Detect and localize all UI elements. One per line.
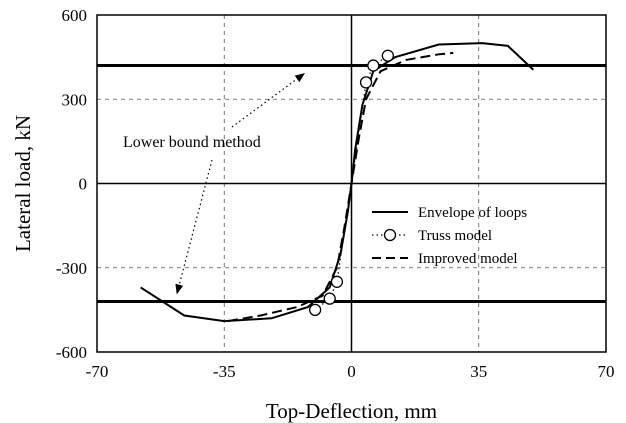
- annotation: Lower bound method: [123, 72, 306, 295]
- legend: Envelope of loops Truss model Improved mod…: [372, 205, 527, 267]
- legend-label: Improved model: [418, 251, 518, 267]
- y-tick-label: 0: [79, 175, 88, 194]
- y-tick-label: -300: [56, 259, 87, 278]
- truss-point: [359, 76, 373, 89]
- truss-point: [367, 59, 380, 72]
- annotation-text: Lower bound method: [123, 134, 261, 151]
- y-axis-title: Lateral load, kN: [11, 115, 35, 252]
- legend-marker: [383, 228, 397, 242]
- truss-point: [323, 292, 336, 305]
- legend-label: Envelope of loops: [418, 205, 527, 221]
- x-tick-label: -70: [86, 362, 109, 381]
- annotation-arrow: [175, 159, 213, 295]
- truss-point: [308, 303, 322, 317]
- x-tick-label: 35: [470, 362, 487, 381]
- truss-point: [381, 49, 395, 62]
- y-tick-label: 300: [62, 90, 88, 109]
- truss-point: [330, 275, 344, 288]
- reference-lines: [97, 64, 606, 303]
- x-tick-label: 70: [598, 362, 615, 381]
- x-tick-label: -35: [213, 362, 236, 381]
- series-group: [140, 42, 534, 323]
- series-line-improved: [227, 51, 454, 323]
- y-tick-label: -600: [56, 343, 87, 362]
- legend-label: Truss model: [418, 228, 492, 244]
- y-tick-label: 600: [62, 6, 88, 25]
- x-axis-title: Top-Deflection, mm: [266, 399, 437, 423]
- annotation-arrow: [231, 72, 306, 128]
- tick-labels: -70 -35 0 35 70 600 300 0 -300 -600: [56, 6, 615, 381]
- x-tick-label: 0: [347, 362, 356, 381]
- plot-frame: [96, 14, 607, 353]
